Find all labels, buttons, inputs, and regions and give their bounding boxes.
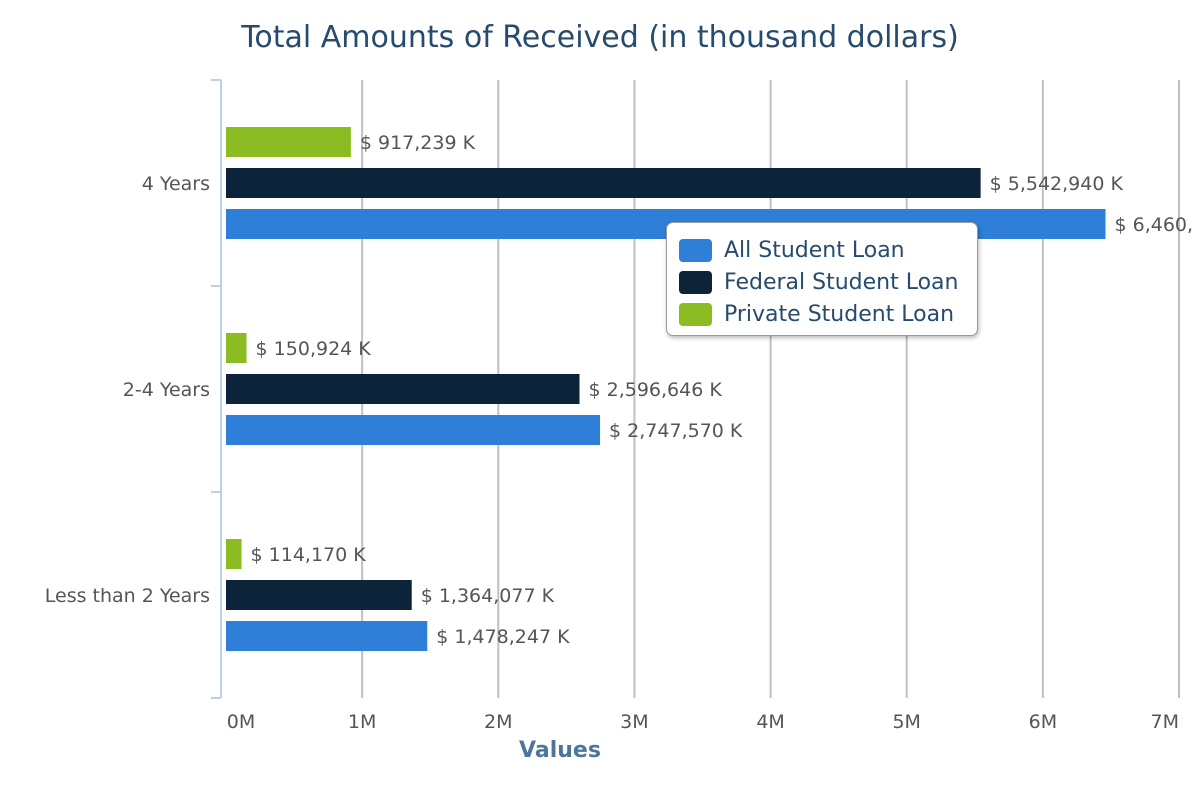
- x-tick-label-6: 6M: [1029, 711, 1057, 733]
- chart-title: Total Amounts of Received (in thousand d…: [241, 20, 959, 55]
- x-tick-label-5: 5M: [892, 711, 920, 733]
- bar-series2-cat1: [226, 333, 247, 363]
- bar-series1-cat0: [226, 168, 981, 198]
- legend-item-federal-student-loan[interactable]: Federal Student Loan: [679, 266, 977, 298]
- category-label-1: 2-4 Years: [123, 379, 210, 401]
- bar-series2-cat0: [226, 127, 351, 157]
- bar-series2-cat2: [226, 539, 242, 569]
- x-tick-label-1: 1M: [348, 711, 376, 733]
- data-label-series2-cat2: $ 114,170 K: [251, 544, 367, 566]
- bar-series0-cat1: [226, 415, 601, 445]
- data-label-series1-cat0: $ 5,542,940 K: [990, 173, 1124, 195]
- data-label-series0-cat2: $ 1,478,247 K: [436, 626, 570, 648]
- legend: All Student Loan Federal Student Loan Pr…: [666, 222, 978, 336]
- legend-swatch-all-student-loan: [679, 238, 712, 262]
- x-axis-title: Values: [519, 738, 601, 763]
- legend-label-all-student-loan: All Student Loan: [724, 237, 905, 263]
- x-tick-label-3: 3M: [620, 711, 648, 733]
- bar-series1-cat2: [226, 580, 412, 610]
- legend-label-federal-student-loan: Federal Student Loan: [724, 269, 959, 295]
- data-label-series0-cat0: $ 6,460,: [1115, 214, 1194, 236]
- data-label-series2-cat0: $ 917,239 K: [360, 132, 476, 154]
- data-label-series1-cat1: $ 2,596,646 K: [589, 379, 723, 401]
- legend-item-all-student-loan[interactable]: All Student Loan: [679, 234, 977, 266]
- x-tick-label-4: 4M: [756, 711, 784, 733]
- bar-series1-cat1: [226, 374, 580, 404]
- category-label-2: Less than 2 Years: [45, 585, 210, 607]
- x-tick-label-7: 7M: [1151, 711, 1179, 733]
- legend-swatch-federal-student-loan: [679, 270, 712, 294]
- x-tick-label-0: 0M: [227, 711, 255, 733]
- data-label-series2-cat1: $ 150,924 K: [256, 338, 372, 360]
- data-label-series0-cat1: $ 2,747,570 K: [609, 420, 743, 442]
- legend-swatch-private-student-loan: [679, 302, 712, 326]
- legend-label-private-student-loan: Private Student Loan: [724, 301, 955, 327]
- legend-item-private-student-loan[interactable]: Private Student Loan: [679, 298, 977, 330]
- x-tick-label-2: 2M: [484, 711, 512, 733]
- bar-series0-cat2: [226, 621, 428, 651]
- data-label-series1-cat2: $ 1,364,077 K: [421, 585, 555, 607]
- category-label-0: 4 Years: [142, 173, 210, 195]
